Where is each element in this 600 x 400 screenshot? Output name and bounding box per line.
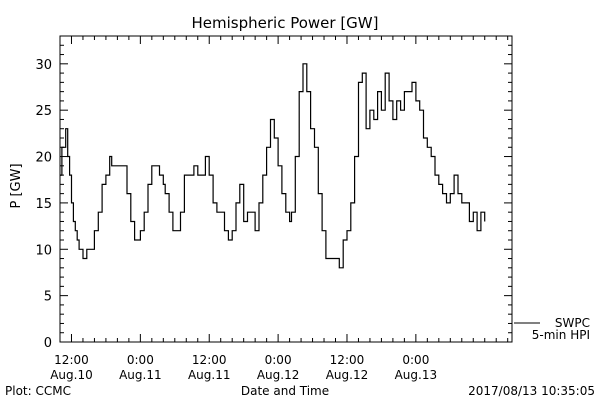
footer-plot-credit: Plot: CCMC xyxy=(5,384,71,398)
y-tick-label: 0 xyxy=(44,336,52,351)
y-tick-label: 5 xyxy=(44,290,52,305)
x-tick-label-time: 0:00 xyxy=(402,353,429,367)
x-tick-label-date: Aug.10 xyxy=(50,368,93,382)
footer-timestamp: 2017/08/13 10:35:05 xyxy=(468,384,595,398)
legend-label-line2: 5-min HPI xyxy=(532,328,590,342)
y-tick-label: 15 xyxy=(35,197,52,212)
series-line xyxy=(60,63,486,269)
legend: SWPC 5-min HPI xyxy=(514,316,590,342)
x-tick-label-time: 12:00 xyxy=(192,353,227,367)
x-tick-label-date: Aug.11 xyxy=(119,368,162,382)
y-tick-label: 10 xyxy=(35,243,52,258)
y-tick-label: 20 xyxy=(35,151,52,166)
chart-title: Hemispheric Power [GW] xyxy=(192,14,379,32)
x-axis-label: Date and Time xyxy=(241,384,329,398)
x-tick-label-time: 0:00 xyxy=(127,353,154,367)
x-tick-label-date: Aug.13 xyxy=(395,368,438,382)
y-axis: 0 5 10 15 20 25 30 xyxy=(35,35,512,351)
y-axis-label: P [GW] xyxy=(9,163,24,208)
x-axis: 12:00Aug.100:00Aug.1112:00Aug.110:00Aug.… xyxy=(50,36,509,382)
x-tick-label-date: Aug.11 xyxy=(188,368,231,382)
x-tick-label-date: Aug.12 xyxy=(257,368,300,382)
x-tick-label-time: 12:00 xyxy=(54,353,89,367)
x-tick-label-time: 12:00 xyxy=(330,353,365,367)
series-group xyxy=(60,63,486,269)
y-tick-label: 25 xyxy=(35,104,52,119)
legend-label-line1: SWPC xyxy=(555,316,590,330)
x-tick-label-date: Aug.12 xyxy=(326,368,369,382)
plot-frame xyxy=(59,35,513,343)
y-tick-label: 30 xyxy=(35,58,52,73)
x-tick-label-time: 0:00 xyxy=(265,353,292,367)
